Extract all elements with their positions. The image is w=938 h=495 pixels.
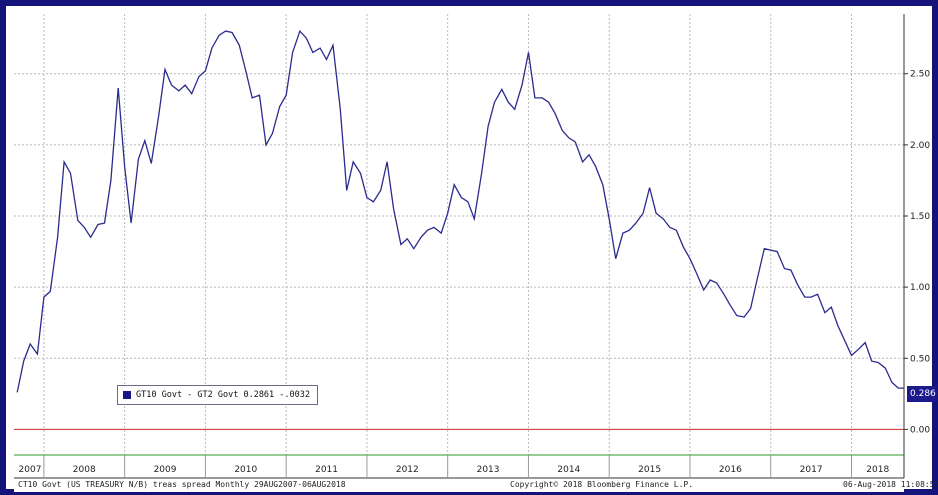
- y-axis: 2.50 2.00 1.50 1.00 0.50 0.00: [904, 70, 930, 435]
- x-tick-label: 2009: [154, 465, 177, 475]
- series-line: [16, 29, 904, 393]
- series-layer: [16, 29, 904, 393]
- x-tick-label: 2010: [234, 465, 257, 475]
- y-tick-label: 2.00: [910, 141, 930, 151]
- plot-background: [14, 14, 904, 492]
- y-tick-label: 0.00: [910, 425, 930, 435]
- last-value-tag: 0.286: [907, 386, 937, 402]
- x-tick-label: 2011: [315, 465, 338, 475]
- x-tick-label: 2017: [800, 465, 823, 475]
- y-tick-label: 2.50: [910, 70, 930, 80]
- x-tick-label: 2013: [477, 465, 500, 475]
- footer-center: Copyright© 2018 Bloomberg Finance L.P.: [510, 480, 693, 489]
- x-tick-label: 2014: [557, 465, 580, 475]
- legend-label: GT10 Govt - GT2 Govt 0.2861 -.0032: [136, 390, 310, 400]
- legend-swatch: [123, 391, 131, 399]
- footer-right: 06-Aug-2018 11:08:50: [843, 480, 938, 489]
- x-axis: 2007 2008 2009 2010 2011 2012 2013 2014 2015 2016…: [14, 454, 904, 479]
- x-tick-label: 2016: [719, 465, 742, 475]
- x-tick-label: 2012: [396, 465, 419, 475]
- x-tick-label: 2007: [19, 465, 42, 475]
- footer-left: CT10 Govt (US TREASURY N/B) treas spread…: [18, 480, 346, 489]
- y-tick-label: 1.50: [910, 212, 930, 222]
- grid: [14, 14, 904, 455]
- legend: GT10 Govt - GT2 Govt 0.2861 -.0032: [117, 385, 318, 405]
- x-tick-label: 2015: [638, 465, 661, 475]
- x-tick-label: 2008: [73, 465, 96, 475]
- y-tick-label: 0.50: [910, 354, 930, 364]
- y-tick-label: 1.00: [910, 283, 930, 293]
- x-tick-label: 2018: [866, 465, 889, 475]
